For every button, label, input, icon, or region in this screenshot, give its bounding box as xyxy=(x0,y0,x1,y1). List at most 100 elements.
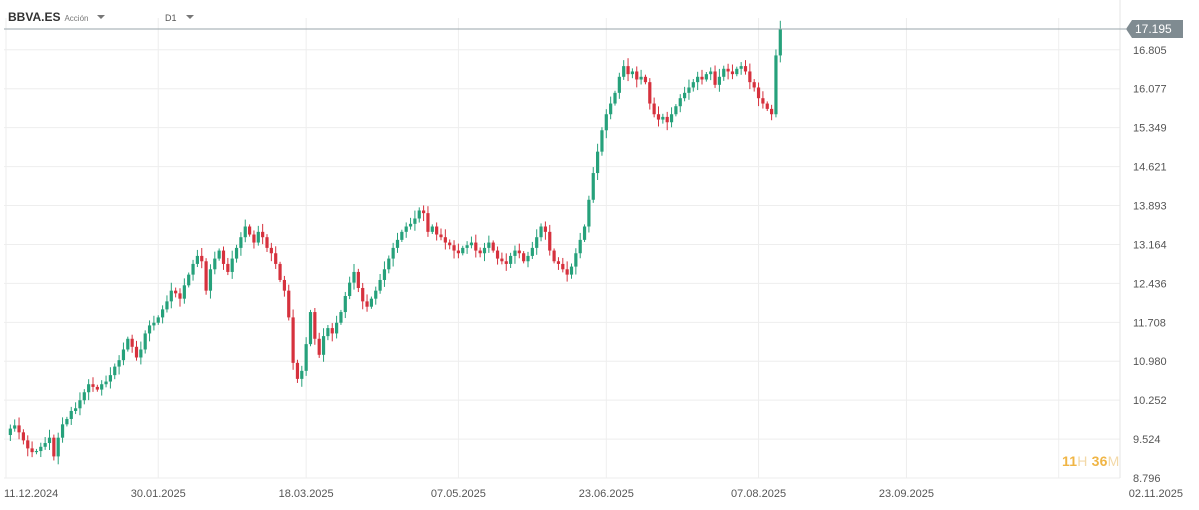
candle-down xyxy=(635,71,639,80)
candle-up xyxy=(382,269,387,280)
candle-up xyxy=(195,255,199,264)
candle-up xyxy=(461,247,465,254)
candle-up xyxy=(413,218,417,224)
candle-down xyxy=(330,328,334,334)
candle-up xyxy=(622,66,626,77)
candle-up xyxy=(683,92,687,99)
candle-down xyxy=(456,250,460,254)
candle-up xyxy=(335,322,339,334)
candle-up xyxy=(739,66,743,69)
candle-up xyxy=(387,258,391,270)
candle-up xyxy=(582,226,587,240)
candle-up xyxy=(395,239,400,248)
candle-up xyxy=(417,210,421,219)
y-tick-label: 16.077 xyxy=(1133,84,1167,96)
candle-up xyxy=(239,237,243,248)
x-tick-label: 11.12.2024 xyxy=(4,488,58,500)
countdown-hours-unit: H xyxy=(1077,453,1088,469)
candle-up xyxy=(187,274,191,286)
candle-down xyxy=(30,448,34,453)
candle-down xyxy=(287,290,291,318)
candle-up xyxy=(78,400,82,409)
candle-up xyxy=(430,226,434,232)
candle-down xyxy=(130,338,134,347)
candle-down xyxy=(491,242,495,251)
candle-down xyxy=(291,317,295,363)
candle-up xyxy=(152,322,156,326)
candle-down xyxy=(134,346,139,358)
candle-up xyxy=(704,74,708,80)
candle-up xyxy=(587,199,591,227)
candle-up xyxy=(696,76,700,83)
candle-up xyxy=(669,114,674,123)
candle-down xyxy=(626,66,630,75)
candle-down xyxy=(248,226,252,235)
candle-up xyxy=(217,250,221,259)
candle-down xyxy=(282,279,286,291)
candle-down xyxy=(265,237,269,248)
candle-up xyxy=(108,375,112,382)
candle-down xyxy=(752,82,756,88)
candle-up xyxy=(369,298,373,307)
candle-down xyxy=(730,71,735,75)
y-tick-label: 13.164 xyxy=(1133,239,1167,251)
candle-down xyxy=(426,213,430,232)
candle-up xyxy=(126,338,130,350)
timeframe-label: D1 xyxy=(165,13,177,23)
candle-down xyxy=(478,250,482,254)
candle-up xyxy=(617,76,621,93)
chevron-down-icon xyxy=(185,15,194,19)
candle-down xyxy=(743,66,748,72)
candle-down xyxy=(552,250,556,262)
candle-up xyxy=(69,410,73,419)
countdown-minutes-unit: M xyxy=(1107,453,1120,469)
candle-down xyxy=(91,384,95,387)
candle-up xyxy=(569,266,574,275)
candle-down xyxy=(561,263,565,270)
candle-down xyxy=(761,98,765,104)
candle-up xyxy=(208,269,213,291)
candle-up xyxy=(722,68,726,77)
countdown-minutes: 36 xyxy=(1091,453,1108,469)
y-tick-label: 8.796 xyxy=(1133,473,1161,485)
candle-down xyxy=(748,71,752,83)
y-tick-label: 12.436 xyxy=(1133,278,1167,290)
candle-up xyxy=(234,247,239,259)
candle-up xyxy=(604,114,608,131)
candle-up xyxy=(139,349,143,358)
candle-up xyxy=(304,344,308,371)
candle-up xyxy=(13,425,17,429)
symbol-selector[interactable]: BBVA.ES Acción xyxy=(8,10,106,24)
candle-up xyxy=(348,282,352,297)
candle-down xyxy=(648,82,652,104)
candle-down xyxy=(361,287,365,302)
candle-down xyxy=(261,231,265,238)
candle-up xyxy=(778,28,782,56)
candle-down xyxy=(422,210,426,214)
candle-up xyxy=(391,247,395,259)
candle-up xyxy=(326,328,330,337)
candle-up xyxy=(600,130,604,152)
candle-up xyxy=(339,312,343,323)
candle-up xyxy=(591,173,595,200)
candle-up xyxy=(65,418,69,425)
candle-up xyxy=(596,151,600,174)
candle-down xyxy=(21,432,25,441)
x-tick-label: 07.05.2025 xyxy=(431,488,486,500)
candle-down xyxy=(504,261,508,264)
candle-down xyxy=(274,253,278,264)
x-tick-label: 23.06.2025 xyxy=(579,488,634,500)
countdown-hours: 11 xyxy=(1062,453,1078,469)
x-tick-label: 18.03.2025 xyxy=(279,488,334,500)
candle-up xyxy=(735,68,739,75)
candle-up xyxy=(513,250,517,256)
candle-up xyxy=(182,285,186,299)
candle-down xyxy=(713,71,717,85)
x-tick-label: 23.09.2025 xyxy=(879,488,934,500)
candle-up xyxy=(156,317,160,323)
candle-up xyxy=(609,103,613,115)
candle-up xyxy=(100,384,104,390)
candle-up xyxy=(378,279,382,291)
timeframe-selector[interactable]: D1 xyxy=(165,13,194,23)
